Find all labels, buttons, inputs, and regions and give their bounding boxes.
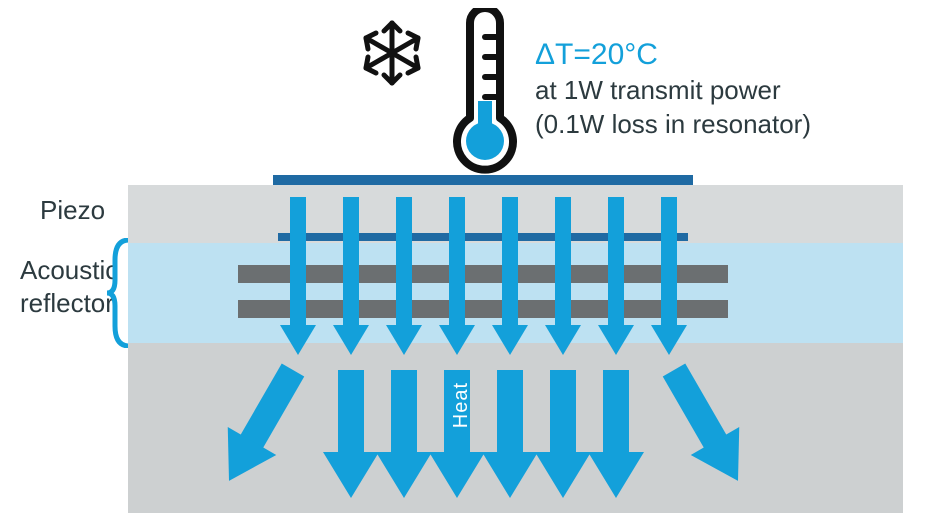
thermometer-icon	[457, 8, 513, 170]
delta-t-headline: ΔT=20°C	[535, 35, 811, 74]
snowflake-icon	[366, 23, 418, 83]
annotation-line3: (0.1W loss in resonator)	[535, 108, 811, 142]
top-electrode	[273, 175, 693, 185]
thermometer-svg	[350, 8, 530, 178]
annotation-line2: at 1W transmit power	[535, 74, 811, 108]
heat-label: Heat	[450, 382, 473, 428]
thermometer-icon-group	[350, 8, 530, 183]
temperature-annotation: ΔT=20°C at 1W transmit power (0.1W loss …	[535, 35, 811, 142]
acoustic-label-1: Acoustic	[20, 255, 118, 286]
piezo-label: Piezo	[40, 195, 105, 226]
acoustic-label-2: reflector	[20, 288, 114, 319]
heat-arrows	[128, 185, 903, 515]
